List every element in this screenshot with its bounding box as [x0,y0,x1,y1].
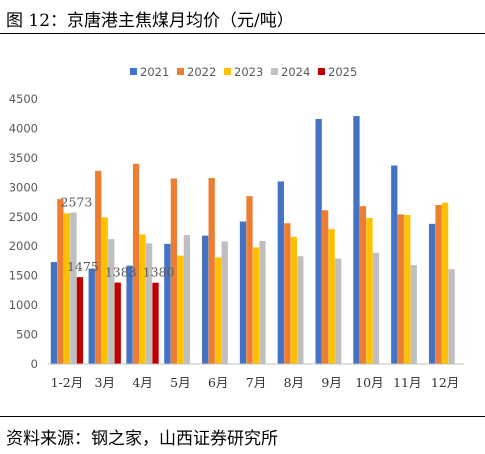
bar-2022 [321,210,329,364]
legend-label: 2025 [328,65,357,79]
bar-2024 [70,212,77,364]
legend-swatch [224,68,231,75]
y-tick-label: 4500 [9,92,38,106]
bar-2023 [101,217,108,364]
bar-2021 [428,223,436,364]
bar-2022 [397,214,404,364]
x-tick-label: 3月 [95,375,115,390]
y-tick-label: 1000 [9,298,38,312]
x-tick-label: 10月 [355,375,383,390]
bar-2024 [410,265,417,364]
data-label: 2573 [61,194,93,209]
bar-2024 [145,243,153,364]
bar-2024 [334,258,342,364]
bar-2024 [259,240,266,364]
x-axis: 1-2月 3月 4月 5月 6月 7月 8月 9月 10月 11月 12月 [48,363,464,390]
title-rule [0,33,485,34]
y-tick-label: 3000 [9,180,38,194]
bar-2025 [114,282,121,364]
bar-2022 [435,205,442,364]
bar-2023 [139,234,146,364]
bar-2021 [277,181,284,364]
legend-swatch [271,68,278,75]
x-tick-label: 12月 [431,375,459,390]
data-label: 1380 [143,265,175,280]
bar-2023 [252,247,260,364]
legend-swatch [177,68,184,75]
bar-2021 [50,262,58,364]
x-tick-label: 5月 [170,375,190,390]
x-tick-label: 8月 [284,375,304,390]
x-tick-label: 9月 [321,375,341,390]
bar-2021 [239,221,247,364]
bar-2024 [448,269,455,364]
bar-2023 [177,255,184,364]
x-tick-label: 7月 [246,375,266,390]
bar-2024 [372,252,380,364]
bar-2024 [183,235,191,364]
legend-label: 2023 [234,65,263,79]
y-axis: 0 500 1000 1500 2000 2500 3000 3500 4000 4500 [9,92,38,371]
bar-2023 [215,257,222,364]
x-tick-label: 1-2月 [51,375,84,390]
bar-2022 [208,177,215,364]
x-tick-label: 4月 [132,375,152,390]
bar-2024 [297,256,304,364]
y-tick-label: 2500 [9,210,38,224]
bar-2023 [63,213,71,364]
y-tick-label: 2000 [9,239,38,253]
y-tick-label: 3500 [9,151,38,165]
source-note: 资料来源：钢之家，山西证券研究所 [6,429,278,449]
bar-2021 [164,243,171,364]
bar-2021 [315,119,322,365]
bar-2022 [57,199,64,364]
bar-2022 [132,163,140,364]
bars [50,116,455,365]
data-label: 1383 [105,265,137,280]
legend-label: 2021 [140,65,169,79]
x-tick-label: 6月 [208,375,228,390]
legend-swatch [318,68,325,75]
bar-2021 [88,268,95,364]
y-tick-label: 4000 [9,121,38,135]
bar-2021 [353,116,360,364]
source-rule [0,416,485,417]
legend-swatch [130,68,137,75]
chart-title: 图 12：京唐港主焦煤月均价（元/吨） [6,11,294,31]
bar-2022 [284,223,291,364]
bar-2022 [170,178,178,364]
data-label: 1475 [67,259,99,274]
bar-2025 [76,277,84,364]
legend-label: 2022 [187,65,216,79]
x-tick-label: 11月 [393,375,421,390]
bar-2024 [221,241,228,364]
bar-2021 [202,235,209,364]
bar-2022 [246,196,253,364]
bar-2022 [95,170,102,364]
bar-2025 [152,282,159,364]
bar-2023 [441,202,449,364]
data-labels: 2573 1475 1383 1380 [61,194,175,279]
bar-2023 [328,229,335,364]
bar-2023 [404,215,411,364]
bar-chart: 2021 2022 2023 2024 2025 0 500 1000 1500 2000 250… [9,65,464,390]
bar-2023 [290,236,297,364]
bar-2023 [366,217,373,364]
y-tick-label: 0 [31,357,38,371]
bar-2024 [108,239,115,364]
bar-2021 [126,265,133,364]
legend-label: 2024 [281,65,310,79]
bar-2022 [359,206,367,364]
bar-2021 [391,165,398,364]
y-tick-label: 1500 [9,269,38,283]
legend: 2021 2022 2023 2024 2025 [130,65,357,79]
y-tick-label: 500 [16,328,38,342]
